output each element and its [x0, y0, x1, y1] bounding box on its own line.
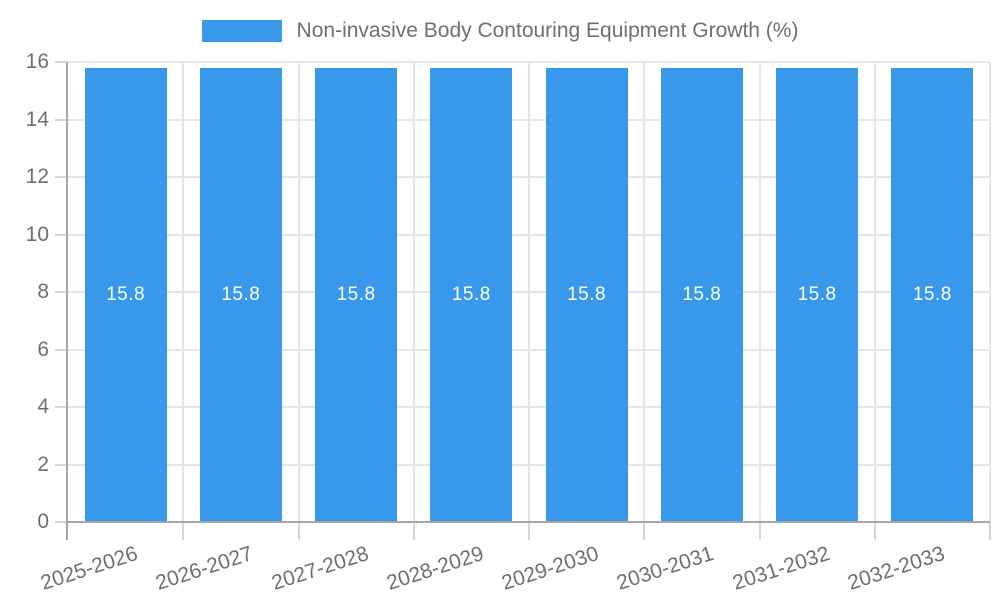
bar: 15.8 [776, 67, 859, 522]
x-tick-mark [758, 522, 761, 540]
x-tick-mark [873, 522, 876, 540]
bar: 15.8 [430, 67, 513, 522]
y-tick-mark [55, 118, 68, 121]
x-gridline [528, 62, 530, 522]
y-tick-mark [55, 463, 68, 466]
bar: 15.8 [199, 67, 282, 522]
chart-title: Non-invasive Body Contouring Equipment G… [296, 19, 799, 42]
y-tick-mark [55, 406, 68, 408]
legend[interactable]: Non-invasive Body Contouring Equipment G… [0, 18, 1000, 44]
legend-swatch [201, 20, 282, 42]
bar: 15.8 [84, 67, 167, 522]
y-tick-label: 4 [37, 395, 49, 418]
x-tick-label: 2027-2028 [268, 542, 372, 595]
y-axis-line [66, 62, 68, 540]
x-tick-mark [412, 522, 415, 540]
x-tick-label: 2031-2032 [729, 542, 833, 595]
x-tick-mark [528, 522, 530, 540]
bar-value-label: 15.8 [451, 283, 491, 305]
x-tick-label: 2025-2026 [38, 542, 141, 595]
bar-value-label: 15.8 [567, 283, 607, 305]
y-tick-mark [55, 233, 68, 236]
x-tick-label: 2028-2029 [383, 542, 487, 595]
y-tick-mark [55, 348, 68, 351]
bar-value-label: 15.8 [106, 283, 146, 305]
bar: 15.8 [660, 67, 743, 522]
bar: 15.8 [891, 67, 974, 522]
x-gridline [873, 62, 876, 522]
y-tick-mark [55, 176, 68, 178]
x-axis-line [66, 521, 990, 523]
y-tick-label: 8 [37, 280, 49, 303]
y-tick-mark [55, 61, 68, 63]
x-gridline [989, 62, 991, 522]
bar-value-label: 15.8 [682, 283, 722, 305]
bar-value-label: 15.8 [797, 283, 837, 305]
y-tick-label: 12 [25, 165, 49, 188]
x-tick-label: 2030-2031 [614, 542, 717, 595]
bar: 15.8 [315, 67, 398, 522]
y-tick-mark [55, 521, 68, 523]
y-tick-label: 6 [37, 337, 49, 361]
x-tick-label: 2029-2030 [499, 542, 602, 595]
y-tick-label: 0 [37, 510, 49, 533]
x-tick-mark [989, 522, 991, 540]
x-tick-mark [182, 522, 185, 540]
bar-value-label: 15.8 [221, 283, 261, 305]
x-gridline [182, 62, 185, 522]
x-tick-label: 2032-2033 [844, 542, 948, 595]
y-tick-label: 16 [25, 50, 49, 73]
x-tick-mark [643, 522, 646, 540]
y-tick-mark [55, 291, 68, 293]
y-tick-label: 14 [25, 107, 49, 131]
x-gridline [643, 62, 646, 522]
bar: 15.8 [545, 67, 628, 522]
bar-value-label: 15.8 [912, 283, 952, 305]
y-tick-label: 10 [25, 222, 49, 246]
x-gridline [412, 62, 415, 522]
x-tick-label: 2026-2027 [153, 542, 256, 595]
x-tick-mark [297, 522, 300, 540]
bar-value-label: 15.8 [336, 283, 376, 305]
x-gridline [297, 62, 300, 522]
x-gridline [758, 62, 761, 522]
y-tick-label: 2 [37, 452, 49, 476]
